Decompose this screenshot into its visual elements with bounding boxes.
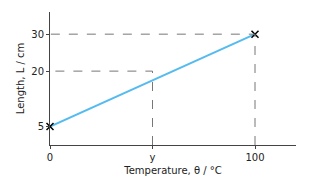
svg-text:y: y <box>150 152 156 163</box>
svg-text:0: 0 <box>47 152 53 163</box>
svg-text:5: 5 <box>38 121 44 132</box>
svg-text:20: 20 <box>31 66 44 77</box>
svg-text:100: 100 <box>245 152 264 163</box>
svg-text:30: 30 <box>31 29 44 40</box>
svg-text:Temperature, θ / °C: Temperature, θ / °C <box>123 165 222 176</box>
svg-text:Length, L / cm: Length, L / cm <box>15 43 26 114</box>
